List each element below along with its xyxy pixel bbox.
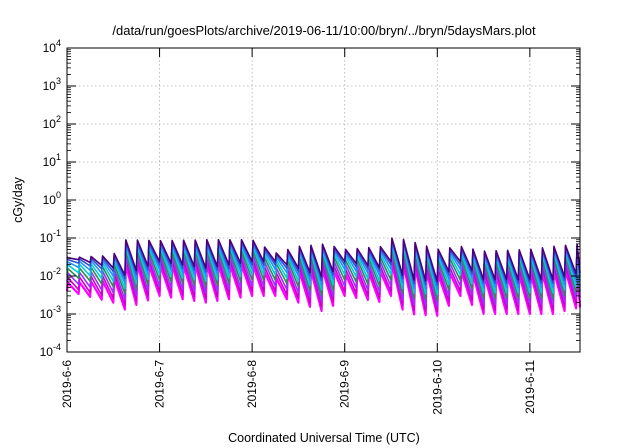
x-tick-label: 2019-6-9 — [338, 360, 352, 408]
y-tick-label: 101 — [43, 152, 61, 169]
x-tick-labels: 2019-6-6 2019-6-7 2019-6-8 2019-6-9 2019-6-1… — [60, 360, 537, 415]
x-tick-label: 2019-6-6 — [60, 360, 74, 408]
y-tick-label: 102 — [43, 114, 61, 131]
y-tick-labels: 10-4 10-3 10-2 10-1 100 101 102 103 104 — [40, 38, 61, 359]
y-tick-label: 104 — [43, 38, 61, 55]
series-line — [66, 237, 581, 283]
x-tick-label: 2019-6-10 — [430, 360, 444, 415]
y-tick-label: 10-1 — [40, 228, 61, 245]
series-group — [65, 237, 582, 317]
chart-title: /data/run/goesPlots/archive/2019-06-11/1… — [112, 23, 536, 38]
x-tick-label: 2019-6-11 — [523, 360, 537, 414]
x-tick-label: 2019-6-8 — [245, 360, 259, 408]
grid — [67, 48, 580, 352]
y-tick-label: 10-3 — [40, 304, 61, 321]
y-tick-label: 100 — [43, 190, 61, 207]
y-tick-label: 103 — [43, 76, 61, 93]
y-tick-label: 10-2 — [40, 266, 61, 283]
x-tick-label: 2019-6-7 — [153, 360, 167, 408]
axis-ticks — [66, 47, 580, 353]
y-axis-label: cGy/day — [11, 176, 25, 223]
x-axis-label: Coordinated Universal Time (UTC) — [228, 431, 420, 445]
y-tick-label: 10-4 — [40, 342, 61, 359]
